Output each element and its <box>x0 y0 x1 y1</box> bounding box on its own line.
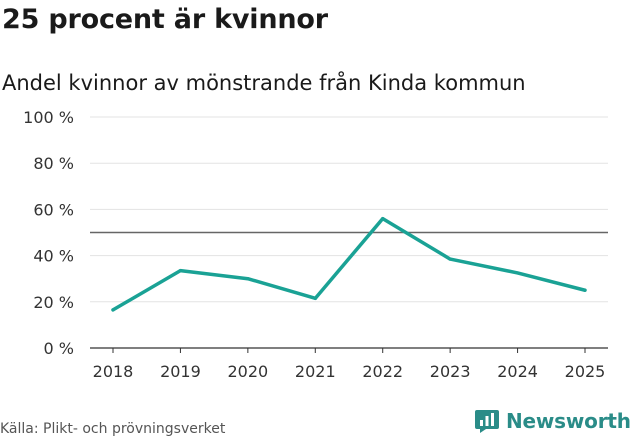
data-point <box>381 217 385 221</box>
chart-title: 25 procent är kvinnor <box>2 4 328 35</box>
data-point <box>313 296 317 300</box>
newsworthy-logo[interactable]: Newsworthy <box>474 408 631 434</box>
x-tick-label: 2019 <box>160 362 201 381</box>
x-tick-label: 2021 <box>295 362 336 381</box>
y-tick-label: 60 % <box>33 200 74 219</box>
y-tick-label: 100 % <box>23 108 74 127</box>
y-tick-label: 40 % <box>33 247 74 266</box>
y-tick-label: 80 % <box>33 154 74 173</box>
x-tick-label: 2018 <box>93 362 134 381</box>
data-point <box>178 269 183 273</box>
data-point <box>448 257 452 261</box>
x-tick-label: 2023 <box>430 362 471 381</box>
data-point <box>583 288 587 292</box>
y-tick-label: 20 % <box>33 293 74 312</box>
data-point <box>111 308 115 312</box>
line-chart: 0 % 20 % 40 % 60 % 80 % 100 % 2018 2019 2020 2021… <box>23 108 608 381</box>
x-tick-label: 2025 <box>565 362 606 381</box>
data-point <box>246 277 250 281</box>
y-tick-label: 0 % <box>44 339 74 358</box>
x-tick-label: 2022 <box>362 362 403 381</box>
x-tick-label: 2020 <box>227 362 268 381</box>
bar-chart-icon <box>475 410 499 433</box>
source-note: Källa: Plikt- och prövningsverket <box>0 421 226 437</box>
series-line <box>111 216 587 312</box>
data-point <box>515 271 520 275</box>
x-tick-label: 2024 <box>497 362 538 381</box>
logo-text: Newsworthy <box>506 409 631 433</box>
chart-subtitle: Andel kvinnor av mönstrande från Kinda k… <box>2 71 526 95</box>
